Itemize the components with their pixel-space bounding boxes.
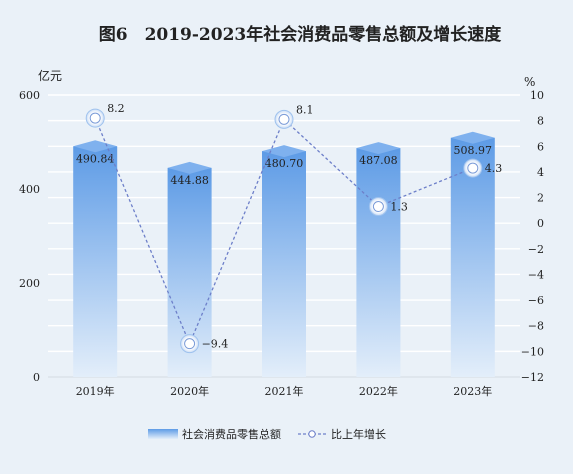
left-tick-label: 600 [19, 89, 40, 102]
growth-point [184, 338, 196, 350]
growth-point [467, 162, 479, 174]
left-tick-label: 400 [19, 183, 40, 196]
growth-value-label: 4.3 [485, 162, 503, 175]
x-tick-label: 2022年 [359, 384, 398, 398]
bar-series [73, 131, 495, 377]
right-tick-label: 0 [537, 217, 544, 230]
growth-point [278, 113, 290, 125]
bar [73, 146, 118, 377]
right-axis-ticks: −12 −10 −8 −6 −4 −2 0 2 4 6 8 10 [521, 89, 544, 384]
growth-point [372, 201, 384, 213]
bar-cap [262, 145, 306, 158]
x-tick-label: 2019年 [76, 384, 115, 398]
bar-value-label: 444.88 [170, 174, 209, 187]
x-tick-label: 2020年 [170, 384, 209, 398]
growth-value-label: −9.4 [202, 338, 229, 351]
legend: 社会消费品零售总额 比上年增长 [148, 427, 386, 441]
chart-title: 图6 2019-2023年社会消费品零售总额及增长速度 [99, 24, 503, 45]
right-tick-label: −6 [528, 294, 544, 307]
right-tick-label: 6 [537, 140, 544, 153]
bar-labels: 490.84 444.88 480.70 487.08 508.97 [76, 144, 492, 187]
left-tick-label: 200 [19, 277, 40, 290]
growth-point [89, 112, 101, 124]
left-axis-unit: 亿元 [38, 68, 62, 83]
left-tick-label: 0 [33, 371, 40, 384]
legend-line-label: 比上年增长 [331, 427, 386, 441]
x-tick-label: 2023年 [453, 384, 492, 398]
growth-value-label: 1.3 [390, 201, 408, 214]
legend-line-marker [308, 430, 316, 438]
x-axis-ticks: 2019年 2020年 2021年 2022年 2023年 [76, 384, 493, 398]
bar-value-label: 487.08 [359, 154, 398, 167]
legend-bar-label: 社会消费品零售总额 [182, 427, 281, 441]
bar-cap [356, 142, 401, 155]
right-tick-label: 4 [537, 166, 544, 179]
bar-cap [450, 131, 495, 144]
growth-line-series [85, 108, 483, 354]
line-labels: 8.2 −9.4 8.1 1.3 4.3 [107, 102, 502, 351]
right-tick-label: 2 [537, 192, 544, 205]
bar-value-label: 508.97 [454, 144, 493, 157]
bar [262, 151, 306, 377]
left-axis-ticks: 0 200 400 600 [19, 89, 40, 384]
growth-line [94, 117, 474, 346]
bar [450, 137, 495, 377]
right-axis-unit: % [524, 75, 535, 89]
bar-cap [167, 161, 212, 174]
bar-value-label: 480.70 [265, 157, 304, 170]
bar [356, 148, 401, 377]
right-tick-label: −10 [521, 345, 544, 358]
growth-value-label: 8.1 [296, 103, 314, 116]
legend-bar-swatch [148, 429, 178, 439]
right-tick-label: −8 [528, 320, 544, 333]
right-tick-label: −12 [521, 371, 544, 384]
bar-value-label: 490.84 [76, 152, 115, 165]
right-tick-label: 8 [537, 115, 544, 128]
right-tick-label: −2 [528, 243, 544, 256]
right-tick-label: −4 [528, 268, 544, 281]
right-tick-label: 10 [530, 89, 544, 102]
x-tick-label: 2021年 [265, 384, 304, 398]
growth-value-label: 8.2 [107, 102, 125, 115]
